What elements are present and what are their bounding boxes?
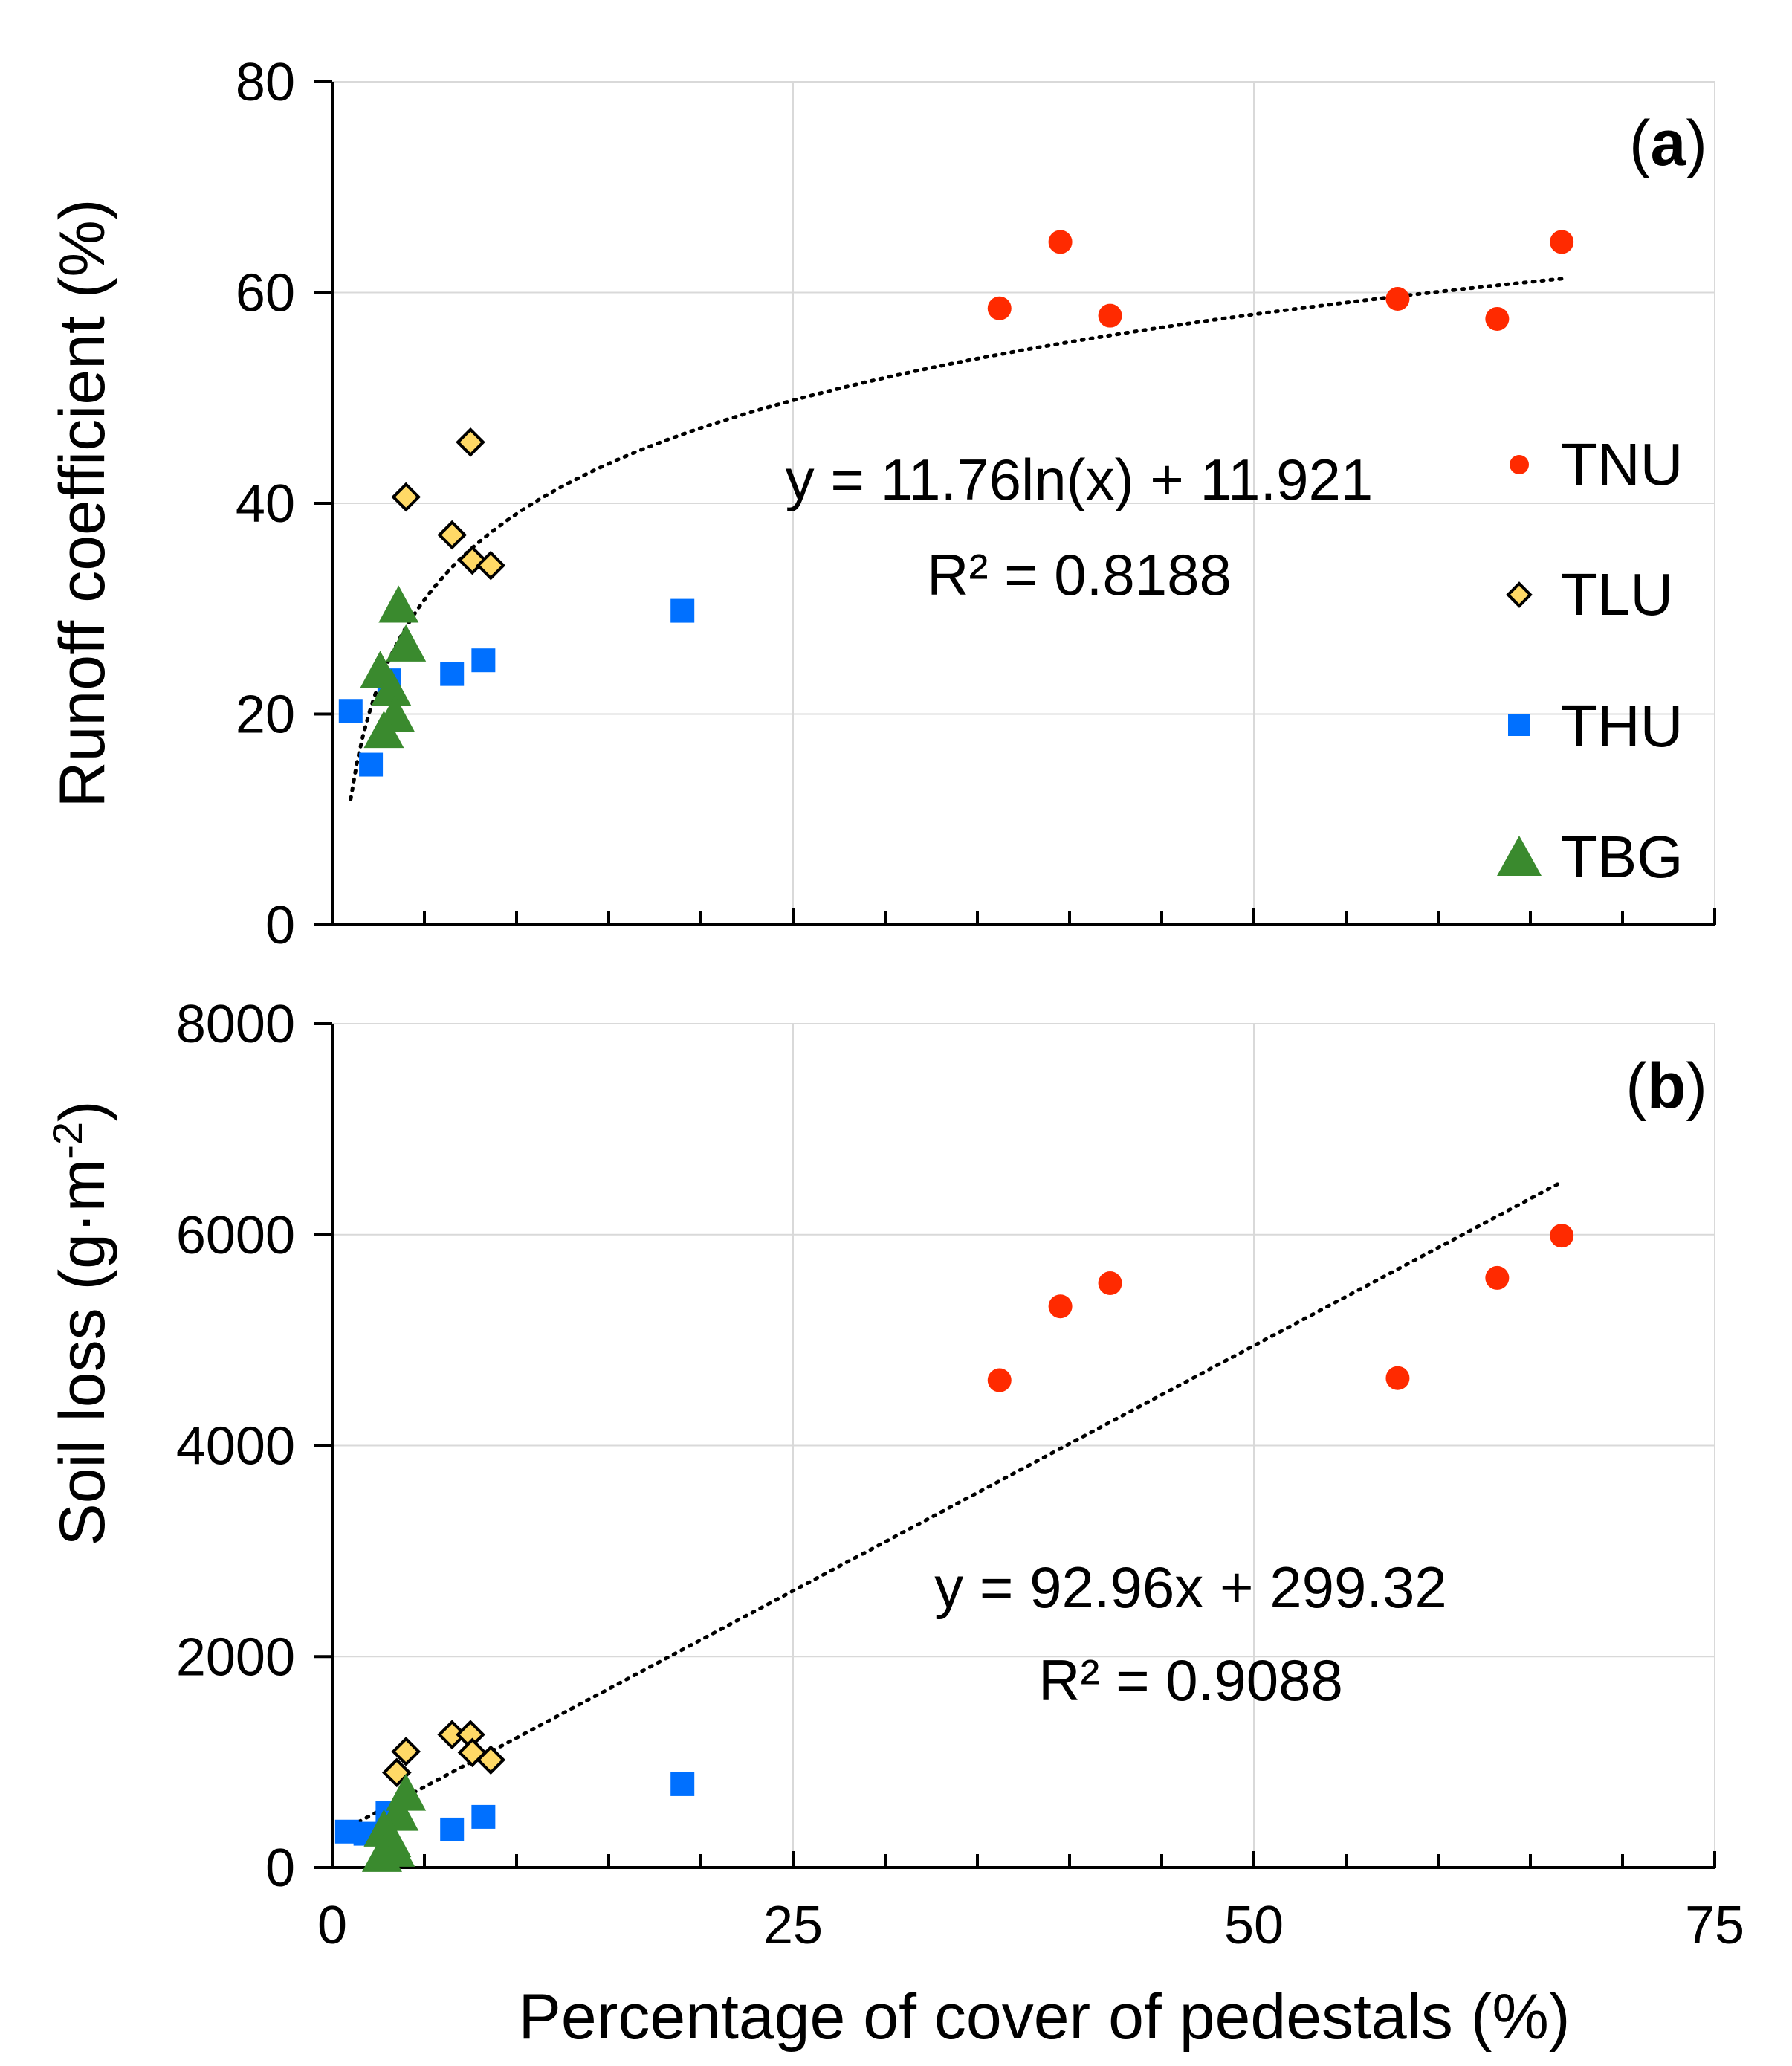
trendline-equation: y = 11.76ln(x) + 11.921 — [786, 447, 1374, 512]
panel-label: (a) — [1629, 108, 1707, 179]
series-tlu — [381, 1720, 506, 1788]
r-squared-label: R² = 0.8188 — [927, 542, 1232, 607]
series-tbg — [361, 1773, 427, 1872]
x-tick-label: 75 — [1685, 1896, 1744, 1955]
data-point-tlu — [437, 520, 468, 550]
data-point-tbg — [386, 624, 427, 662]
data-point-tnu — [987, 296, 1012, 320]
data-point-tbg — [363, 711, 404, 749]
data-point-tlu — [381, 1757, 412, 1788]
legend-label: THU — [1561, 693, 1683, 759]
legend-label: TLU — [1561, 561, 1673, 627]
x-tick-label: 25 — [763, 1896, 823, 1955]
data-point-tbg — [371, 668, 412, 706]
panel-paren: ) — [1686, 1050, 1707, 1122]
data-point-thu — [670, 1772, 695, 1796]
panel-a: 0 20 40 60 80 (a) y = 11.76ln(x) + 11.921 R² = … — [236, 53, 1716, 955]
legend-entry-thu: THU — [1508, 693, 1683, 759]
r-squared-label: R² = 0.9088 — [1038, 1647, 1343, 1713]
legend-marker — [1510, 455, 1529, 474]
panel-letter: b — [1647, 1050, 1686, 1122]
x-tick-label: 0 — [317, 1896, 347, 1955]
panel-paren: ( — [1626, 1050, 1647, 1122]
data-point-tnu — [987, 1368, 1012, 1392]
data-point-tnu — [1550, 1224, 1574, 1248]
legend-label: TBG — [1561, 824, 1683, 890]
legend-marker — [1497, 836, 1542, 876]
x-axis-title: Percentage of cover of pedestals (%) — [519, 1981, 1571, 2053]
legend-marker — [1508, 714, 1530, 736]
data-point-tnu — [1048, 230, 1073, 254]
panel-paren: ( — [1629, 108, 1651, 179]
data-point-thu — [471, 1804, 496, 1829]
data-point-tnu — [1098, 1271, 1122, 1296]
data-point-thu — [440, 662, 465, 686]
data-point-tnu — [1485, 1265, 1510, 1290]
legend-entry-tlu: TLU — [1506, 561, 1673, 627]
data-point-tnu — [1485, 306, 1510, 331]
series-tbg — [360, 585, 427, 749]
data-point-tbg — [361, 1834, 402, 1872]
series-tnu — [987, 230, 1574, 331]
y-tick-label: 20 — [236, 685, 295, 745]
legend-marker — [1506, 581, 1533, 608]
panel-letter: a — [1651, 108, 1687, 179]
data-point-tnu — [1098, 303, 1122, 328]
legend-label: TNU — [1561, 431, 1683, 497]
y-tick-label: 80 — [236, 53, 295, 112]
y-tick-label: 2000 — [176, 1627, 295, 1687]
data-point-tlu — [476, 1745, 506, 1775]
data-point-tlu — [476, 550, 506, 581]
y-tick-label: 6000 — [176, 1206, 295, 1265]
y-axis-title: Soil loss (g·m-2) — [44, 1100, 118, 1546]
data-point-tlu — [391, 1737, 421, 1766]
trendline — [349, 277, 1564, 801]
data-point-tnu — [1385, 1366, 1410, 1390]
data-point-thu — [440, 1817, 465, 1841]
y-axis-title-main: Soil loss (g·m — [47, 1159, 118, 1546]
panel-label: (b) — [1626, 1050, 1707, 1122]
data-point-thu — [359, 752, 384, 777]
y-tick-label: 60 — [236, 264, 295, 323]
data-point-tlu — [456, 427, 485, 457]
data-point-tlu — [391, 482, 421, 512]
legend-entry-tbg: TBG — [1497, 824, 1683, 890]
trendline-equation: y = 92.96x + 299.32 — [934, 1555, 1447, 1620]
y-axis-title-superscript: -2 — [44, 1122, 91, 1159]
y-tick-label: 40 — [236, 474, 295, 534]
y-tick-label: 4000 — [176, 1417, 295, 1476]
data-point-tnu — [1550, 230, 1574, 254]
y-tick-label: 0 — [265, 896, 295, 955]
legend-entry-tnu: TNU — [1510, 431, 1683, 497]
x-tick-label: 50 — [1224, 1896, 1284, 1955]
series-tlu — [391, 427, 506, 581]
data-point-tnu — [1385, 287, 1410, 311]
data-point-thu — [670, 598, 695, 623]
panel-b: 0 2000 4000 6000 8000 0 25 50 75 (b) y = 92.96x + … — [176, 995, 1744, 1955]
data-point-thu — [338, 699, 363, 723]
panel-paren: ) — [1686, 108, 1707, 179]
data-point-thu — [471, 648, 496, 673]
data-point-tbg — [378, 585, 419, 623]
legend: TNU TLU THU TBG — [1497, 431, 1683, 890]
series-tnu — [987, 1224, 1574, 1392]
y-axis-title: Runoff coefficient (%) — [47, 198, 118, 807]
data-point-tnu — [1048, 1294, 1073, 1319]
trendline — [349, 1180, 1564, 1828]
y-tick-label: 0 — [265, 1839, 295, 1898]
y-axis-title-close: ) — [47, 1100, 118, 1122]
y-tick-label: 8000 — [176, 995, 295, 1054]
